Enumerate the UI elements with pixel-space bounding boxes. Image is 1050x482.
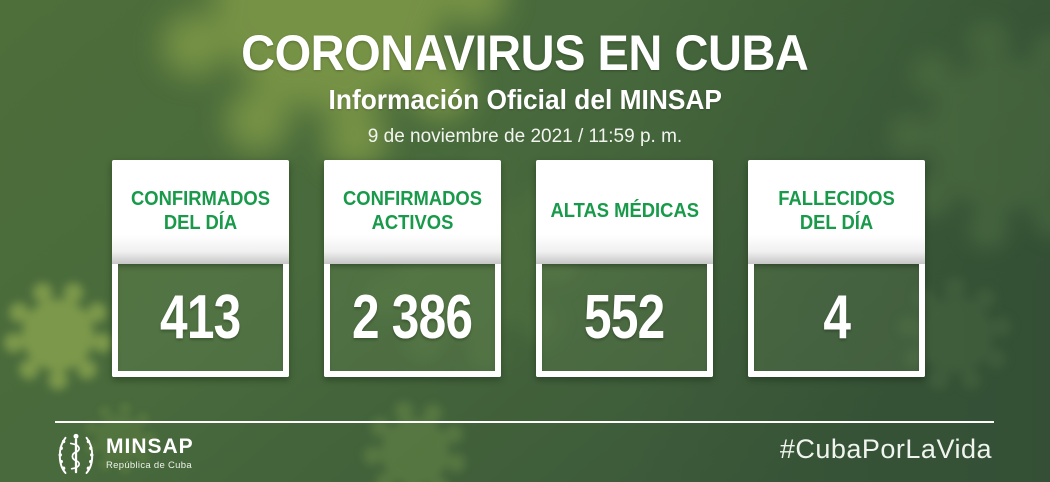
stat-value: 2 386 <box>352 283 473 352</box>
stat-value: 552 <box>584 283 665 352</box>
stat-card-fallecidos-del-dia: FALLECIDOS DEL DÍA 4 <box>748 160 925 377</box>
stat-label: ALTAS MÉDICAS <box>536 160 713 264</box>
page-title: CORONAVIRUS EN CUBA <box>241 25 809 81</box>
stat-value-box: 413 <box>112 264 289 377</box>
minsap-brand-text: MINSAP República de Cuba <box>106 436 194 471</box>
minsap-emblem-icon <box>58 433 94 474</box>
stat-label: CONFIRMADOS DEL DÍA <box>112 160 289 264</box>
minsap-name: MINSAP <box>106 434 194 458</box>
report-date: 9 de noviembre de 2021 / 11:59 p. m. <box>367 126 683 147</box>
header: CORONAVIRUS EN CUBA Información Oficial … <box>0 0 1050 148</box>
stat-label: FALLECIDOS DEL DÍA <box>748 160 925 264</box>
stat-value: 413 <box>160 283 241 352</box>
stats-row: CONFIRMADOS DEL DÍA 413 CONFIRMADOS ACTI… <box>112 160 925 377</box>
minsap-subname: República de Cuba <box>106 459 192 471</box>
stat-card-confirmados-del-dia: CONFIRMADOS DEL DÍA 413 <box>112 160 289 377</box>
stat-card-confirmados-activos: CONFIRMADOS ACTIVOS 2 386 <box>324 160 501 377</box>
stat-card-altas-medicas: ALTAS MÉDICAS 552 <box>536 160 713 377</box>
footer-divider <box>55 421 994 423</box>
minsap-brand: MINSAP República de Cuba <box>55 430 194 476</box>
hashtag-cubaporlavida: #CubaPorLaVida <box>779 434 992 464</box>
stat-value-box: 4 <box>748 264 925 377</box>
stat-value: 4 <box>823 283 851 352</box>
stat-value-box: 2 386 <box>324 264 501 377</box>
stat-value-box: 552 <box>536 264 713 377</box>
stat-label: CONFIRMADOS ACTIVOS <box>324 160 501 264</box>
page-subtitle: Información Oficial del MINSAP <box>328 84 722 115</box>
